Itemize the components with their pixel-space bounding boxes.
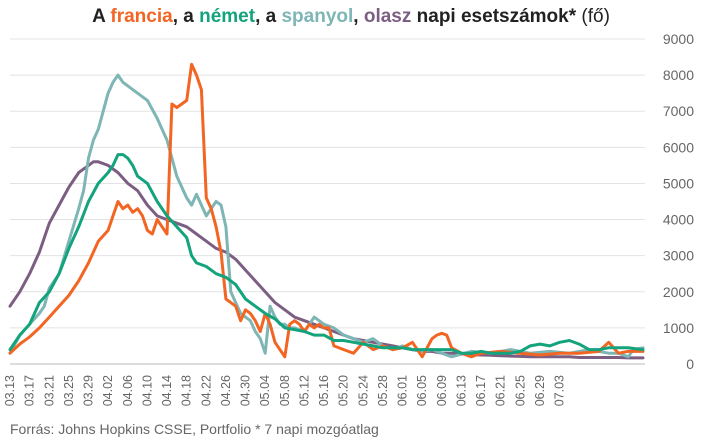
y-tick-label: 1000 (663, 320, 694, 336)
y-tick-label: 8000 (663, 67, 694, 83)
x-tick-label: 04.10 (140, 375, 154, 406)
x-axis-ticks: 03.13 03.17 03.21 03.25 03.29 04.02 04.06 04.10… (3, 375, 567, 406)
source-note: Forrás: Johns Hopkins CSSE, Portfolio * … (10, 421, 379, 437)
y-tick-label: 2000 (663, 284, 694, 300)
grid-lines (10, 38, 645, 365)
x-tick-label: 03.17 (23, 375, 37, 406)
x-tick-label: 06.29 (533, 375, 547, 406)
x-tick-label: 06.17 (474, 375, 488, 406)
title-spanyol: spanyol (281, 6, 354, 27)
title-text: napi esetszámok* (411, 6, 577, 27)
series-lines (8, 62, 645, 360)
x-tick-label: 06.13 (454, 375, 468, 406)
y-tick-label: 9000 (663, 31, 694, 47)
title-text: , (353, 6, 364, 27)
x-tick-label: 03.25 (62, 375, 76, 406)
x-tick-label: 06.21 (494, 375, 508, 406)
x-tick-label: 03.29 (82, 375, 96, 406)
x-tick-label: 06.05 (415, 375, 429, 406)
x-tick-label: 04.02 (101, 375, 115, 406)
x-tick-label: 07.03 (553, 375, 567, 406)
y-tick-label: 0 (686, 356, 694, 372)
x-tick-label: 04.18 (180, 375, 194, 406)
x-tick-label: 04.06 (121, 375, 135, 406)
title-nemet: német (199, 6, 256, 27)
series-line-német (8, 153, 645, 355)
x-tick-label: 06.25 (513, 375, 527, 406)
y-tick-label: 7000 (663, 103, 694, 119)
x-tick-label: 05.12 (297, 375, 311, 406)
x-tick-label: 04.30 (239, 375, 253, 406)
x-tick-label: 05.20 (337, 375, 351, 406)
title-text: , a (255, 6, 282, 27)
x-tick-label: 05.16 (317, 375, 331, 406)
y-tick-label: 4000 (663, 212, 694, 228)
y-tick-label: 5000 (663, 175, 694, 191)
title-olasz: olasz (363, 6, 412, 27)
y-axis-ticks: 0 1000 2000 3000 4000 5000 6000 7000 8000 9000 (663, 31, 694, 372)
x-tick-label: 06.09 (435, 375, 449, 406)
chart-title: A francia, a német, a spanyol, olasz nap… (0, 6, 702, 28)
series-line-spanyol (8, 73, 645, 359)
x-tick-label: 04.22 (199, 375, 213, 406)
x-tick-label: 03.13 (3, 375, 17, 406)
x-tick-label: 05.24 (356, 375, 370, 406)
x-tick-label: 05.28 (376, 375, 390, 406)
y-tick-label: 6000 (663, 139, 694, 155)
title-text: , a (172, 6, 200, 27)
series-line-francia (8, 62, 645, 359)
x-tick-label: 06.01 (396, 375, 410, 406)
x-tick-label: 05.04 (258, 375, 272, 406)
y-tick-label: 3000 (663, 248, 694, 264)
title-unit: (fő) (576, 6, 610, 27)
title-text: A (92, 6, 111, 27)
x-tick-label: 04.14 (160, 375, 174, 406)
title-francia: francia (110, 6, 173, 27)
x-tick-label: 05.08 (278, 375, 292, 406)
x-tick-label: 04.26 (219, 375, 233, 406)
x-tick-label: 03.21 (42, 375, 56, 406)
